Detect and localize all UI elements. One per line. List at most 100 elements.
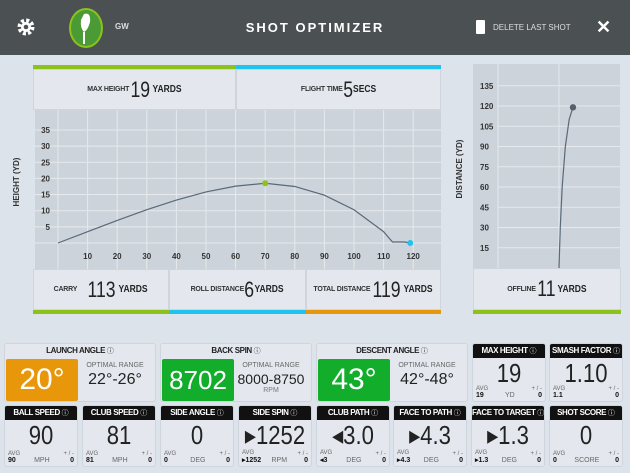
accent-bar bbox=[473, 310, 621, 314]
page-title: SHOT OPTIMIZER bbox=[245, 20, 385, 35]
help-icon[interactable]: ⓘ bbox=[453, 410, 461, 417]
landing-marker bbox=[569, 104, 577, 111]
metric-tile-face-to-path[interactable]: FACE TO PATH ⓘ ▸4.3 AVG ▸4.3 DEG + / -0 bbox=[393, 405, 467, 467]
flight-time-stat: FLIGHT TIME 5 SECS bbox=[236, 69, 441, 110]
pm-value: 0 bbox=[226, 457, 230, 464]
tile-header: MAX HEIGHT ⓘ bbox=[473, 344, 545, 358]
tile-header: SIDE SPIN ⓘ bbox=[239, 406, 311, 420]
pm-value: 0 bbox=[70, 457, 74, 464]
y-tick-label: 45 bbox=[480, 203, 489, 212]
metric-value: ▸1252 bbox=[244, 420, 306, 450]
accent-bar bbox=[306, 310, 441, 314]
avg-value: 0 bbox=[553, 457, 557, 464]
unit: RPM bbox=[271, 457, 288, 464]
x-tick-label: 100 bbox=[347, 252, 361, 261]
unit: DEG bbox=[423, 457, 439, 464]
header: GW SHOT OPTIMIZER DELETE LAST SHOT ✕ bbox=[0, 0, 630, 55]
help-icon[interactable]: ⓘ bbox=[371, 410, 379, 417]
y-tick-label: 30 bbox=[480, 224, 489, 233]
help-icon[interactable]: ⓘ bbox=[607, 410, 615, 417]
back-spin-value: 8702 bbox=[162, 359, 234, 401]
help-icon[interactable]: ⓘ bbox=[216, 410, 224, 417]
tile-header: SIDE ANGLE ⓘ bbox=[161, 406, 233, 420]
close-icon[interactable]: ✕ bbox=[596, 17, 612, 37]
y-tick-label: 135 bbox=[480, 82, 494, 91]
help-icon[interactable]: ⓘ bbox=[529, 348, 537, 355]
pm-value: 0 bbox=[537, 457, 541, 464]
trajectory-side-chart: 10 20 30 40 50 60 70 80 90 100 110 120 5 10 15 20 25 30 35… bbox=[12, 110, 441, 269]
tile-header: BALL SPEED ⓘ bbox=[5, 406, 77, 420]
tile-header: FACE TO TARGET ⓘ bbox=[472, 406, 544, 420]
tile-header: CLUB SPEED ⓘ bbox=[83, 406, 155, 420]
accent-bar bbox=[33, 65, 236, 69]
back-spin-card[interactable]: BACK SPIN ⓘ 8702 OPTIMAL RANGE 8000-8750 R… bbox=[160, 343, 312, 402]
pm-value: 0 bbox=[459, 457, 463, 464]
metric-tile-side-angle[interactable]: SIDE ANGLE ⓘ 0 AVG 0 DEG + / -0 bbox=[160, 405, 234, 467]
help-icon[interactable]: ⓘ bbox=[420, 348, 428, 355]
metric-tile-smash-factor[interactable]: SMASH FACTOR ⓘ 1.10 AVG 1.1 + / -0 bbox=[549, 343, 623, 402]
help-icon[interactable]: ⓘ bbox=[253, 348, 261, 355]
metric-tile-side-spin[interactable]: SIDE SPIN ⓘ ▸1252 AVG ▸1252 RPM + / -0 bbox=[238, 405, 312, 467]
metric-tile-club-speed[interactable]: CLUB SPEED ⓘ 81 AVG 81 MPH + / -0 bbox=[82, 405, 156, 467]
metric-value: 81 bbox=[106, 420, 132, 450]
help-icon[interactable]: ⓘ bbox=[140, 410, 148, 417]
help-icon[interactable]: ⓘ bbox=[612, 348, 620, 355]
y-axis-label: HEIGHT (YD) bbox=[12, 157, 21, 206]
avg-value: ▸1252 bbox=[242, 457, 262, 464]
y-tick-label: 35 bbox=[41, 126, 50, 135]
x-tick-label: 80 bbox=[290, 252, 299, 261]
metric-tile-ball-speed[interactable]: BALL SPEED ⓘ 90 AVG 90 MPH + / -0 bbox=[4, 405, 78, 467]
y-tick-label: 90 bbox=[480, 143, 489, 152]
help-icon[interactable]: ⓘ bbox=[537, 410, 544, 417]
max-height-stat: MAX HEIGHT 19 YARDS bbox=[33, 69, 236, 110]
metric-value: 0 bbox=[579, 420, 593, 450]
metric-value: 90 bbox=[28, 420, 54, 450]
club-label: GW bbox=[115, 22, 129, 31]
launch-angle-value: 20° bbox=[6, 359, 78, 401]
y-tick-label: 25 bbox=[41, 158, 50, 167]
unit: MPH bbox=[34, 457, 50, 464]
x-tick-label: 10 bbox=[83, 252, 92, 261]
y-tick-label: 15 bbox=[41, 191, 50, 200]
help-icon[interactable]: ⓘ bbox=[61, 410, 69, 417]
avg-value: 0 bbox=[164, 457, 168, 464]
y-axis-label: DISTANCE (YD) bbox=[455, 139, 464, 198]
launch-angle-card[interactable]: LAUNCH ANGLE ⓘ 20° OPTIMAL RANGE 22°-26° bbox=[4, 343, 156, 402]
help-icon[interactable]: ⓘ bbox=[290, 410, 298, 417]
plot-area bbox=[35, 110, 441, 269]
descent-angle-card[interactable]: DESCENT ANGLE ⓘ 43° OPTIMAL RANGE 42°-48° bbox=[316, 343, 468, 402]
x-tick-label: 40 bbox=[172, 252, 181, 261]
x-tick-label: 50 bbox=[202, 252, 211, 261]
unit: DEG bbox=[501, 457, 517, 464]
accent-bar bbox=[169, 310, 306, 314]
unit: YD bbox=[504, 392, 515, 399]
delete-label: DELETE LAST SHOT bbox=[493, 22, 571, 32]
optimal-range: 8000-8750 bbox=[237, 371, 305, 387]
metric-tile-shot-score[interactable]: SHOT SCORE ⓘ 0 AVG 0 SCORE + / -0 bbox=[549, 405, 623, 467]
help-icon[interactable]: ⓘ bbox=[106, 348, 114, 355]
delete-last-shot-button[interactable]: DELETE LAST SHOT bbox=[476, 20, 571, 34]
y-tick-label: 30 bbox=[41, 142, 50, 151]
metric-tile-club-path[interactable]: CLUB PATH ⓘ ◂3.0 AVG ◂3 DEG + / -0 bbox=[316, 405, 390, 467]
x-tick-label: 60 bbox=[231, 252, 240, 261]
club-avatar[interactable] bbox=[69, 8, 103, 48]
gear-icon[interactable] bbox=[16, 17, 36, 37]
unit: SCORE bbox=[574, 457, 600, 464]
tile-header: SHOT SCORE ⓘ bbox=[550, 406, 622, 420]
x-tick-label: 110 bbox=[377, 252, 390, 261]
metric-tile-face-to-target[interactable]: FACE TO TARGET ⓘ ▸1.3 AVG ▸1.3 DEG + / -0 bbox=[471, 405, 545, 467]
pm-value: 0 bbox=[615, 457, 619, 464]
carry-stat: CARRY 113 YARDS bbox=[33, 269, 169, 310]
accent-bar bbox=[33, 310, 169, 314]
trajectory-line bbox=[558, 107, 574, 269]
trajectory-marker bbox=[407, 240, 414, 246]
unit: DEG bbox=[190, 457, 206, 464]
metric-tile-max-height[interactable]: MAX HEIGHT ⓘ 19 AVG 19 YD + / -0 bbox=[472, 343, 546, 402]
pm-value: 0 bbox=[382, 457, 386, 464]
accent-bar bbox=[236, 65, 441, 69]
pm-value: 0 bbox=[538, 392, 542, 399]
roll-distance-stat: ROLL DISTANCE 6 YARDS bbox=[169, 269, 306, 310]
x-tick-label: 30 bbox=[142, 252, 151, 261]
metric-value: ▸1.3 bbox=[487, 420, 529, 450]
avg-value: ▸1.3 bbox=[475, 457, 489, 464]
